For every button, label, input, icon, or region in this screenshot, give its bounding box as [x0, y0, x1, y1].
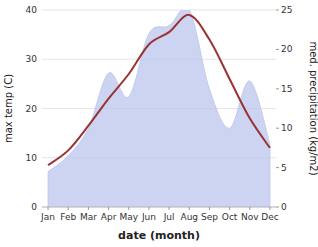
x-tick — [48, 207, 49, 210]
y2-tick-label: 10 — [281, 123, 293, 133]
x-tick-label: Oct — [222, 212, 238, 222]
y-tick-label: 10 — [26, 153, 38, 163]
temperature-line — [48, 15, 270, 165]
y2-tick-label: 20 — [281, 44, 293, 54]
plot-area — [48, 10, 270, 207]
x-tick — [68, 207, 69, 210]
y-axis-left: 0 10 20 30 40 — [26, 5, 38, 212]
y2-axis-label: med. precipitation (kg/m2) — [308, 41, 318, 175]
x-tick-label: Nov — [241, 212, 259, 222]
x-tick — [189, 207, 190, 210]
x-tick-label: Sep — [201, 212, 218, 222]
x-tick-label: Aug — [180, 212, 198, 222]
x-tick-label: Feb — [60, 212, 76, 222]
y2-tick — [276, 167, 279, 168]
y-tick-label: 30 — [26, 54, 38, 64]
y2-tick — [276, 49, 279, 50]
x-axis: Jan Feb Mar AprMayJun Jul AugSep OctNovDec — [40, 207, 279, 222]
y2-tick-label: 0 — [281, 202, 287, 212]
x-tick-label: May — [119, 212, 138, 222]
x-tick — [108, 207, 109, 210]
x-tick-label: Jan — [40, 212, 55, 222]
x-axis-line — [42, 207, 276, 208]
x-tick — [249, 207, 250, 210]
x-axis-label: date (month) — [118, 229, 200, 242]
y2-tick-label: 25 — [281, 5, 292, 15]
chart: JanFebMarAprMayJunJulAugSepOctNovDec0102… — [0, 0, 318, 247]
x-tick — [88, 207, 89, 210]
x-tick — [229, 207, 230, 210]
y-tick-label: 20 — [26, 104, 38, 114]
y2-tick — [276, 88, 279, 89]
x-tick — [269, 207, 270, 210]
precipitation-area — [48, 10, 270, 207]
y2-tick — [276, 10, 279, 11]
x-tick — [169, 207, 170, 210]
y2-tick-label: 5 — [281, 163, 287, 173]
x-tick-label: Jul — [163, 212, 175, 222]
x-tick-label: Jun — [141, 212, 156, 222]
x-tick — [209, 207, 210, 210]
y2-tick — [276, 207, 279, 208]
x-tick — [128, 207, 129, 210]
y-axis-label: max temp (C) — [3, 74, 14, 143]
chart-container: JanFebMarAprMayJunJulAugSepOctNovDec0102… — [0, 0, 318, 247]
y-tick-label: 40 — [26, 5, 38, 15]
x-tick-label: Dec — [261, 212, 278, 222]
x-tick-label: Mar — [80, 212, 97, 222]
x-tick-label: Apr — [101, 212, 117, 222]
grid-line — [42, 207, 276, 208]
y2-tick-label: 15 — [281, 84, 292, 94]
grid-line — [42, 10, 276, 11]
x-tick — [148, 207, 149, 210]
y2-tick — [276, 128, 279, 129]
y-axis-right: 0 5 10 15 20 25 — [276, 5, 293, 212]
y-tick-label: 0 — [31, 202, 37, 212]
